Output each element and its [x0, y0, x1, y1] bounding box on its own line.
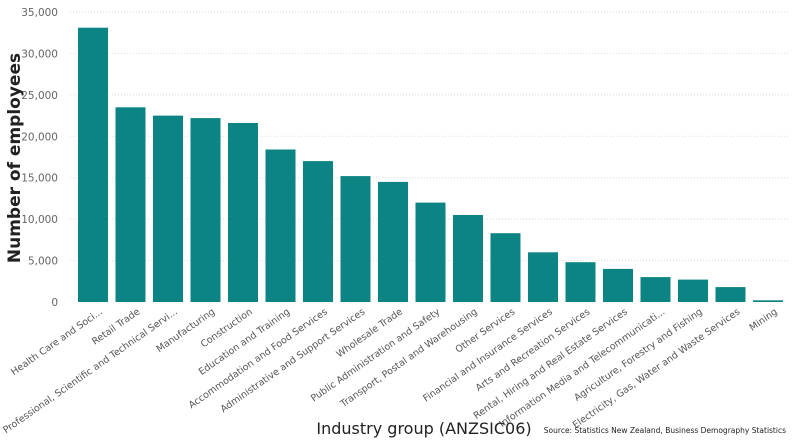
bar[interactable] — [715, 287, 746, 302]
bar[interactable] — [340, 176, 371, 302]
bar[interactable] — [303, 161, 333, 302]
y-tick-label: 35,000 — [21, 7, 58, 19]
bar[interactable] — [115, 107, 146, 302]
bar[interactable] — [228, 123, 258, 302]
bar[interactable] — [490, 233, 521, 302]
gridlines — [70, 11, 790, 262]
x-tick-label: Professional, Scientific and Technical S… — [1, 306, 179, 436]
y-tick-label: 25,000 — [21, 90, 58, 102]
bar[interactable] — [528, 252, 558, 302]
bar[interactable] — [378, 181, 408, 302]
y-axis-ticks: 0 5,000 10,000 15,000 20,000 25,000 30,000 35,0… — [21, 7, 58, 309]
bar[interactable] — [678, 279, 708, 302]
source-note: Source: Statistics New Zealand, Business… — [544, 426, 786, 435]
y-tick-label: 10,000 — [21, 214, 58, 226]
bar[interactable] — [603, 268, 633, 302]
bar[interactable] — [415, 202, 446, 302]
x-tick-label: Mining — [748, 306, 780, 333]
y-tick-label: 0 — [51, 297, 58, 309]
bar[interactable] — [265, 149, 296, 303]
bar[interactable] — [78, 27, 108, 302]
x-tick-label: Transport, Postal and Warehousing — [338, 306, 480, 410]
y-tick-label: 5,000 — [28, 256, 58, 268]
bars — [78, 27, 783, 303]
bar[interactable] — [753, 300, 783, 302]
bar[interactable] — [453, 215, 483, 302]
x-axis-ticks: Health Care and Soci...Retail TradeProfe… — [1, 306, 779, 436]
x-axis-title: Industry group (ANZSIC06) — [316, 419, 531, 438]
y-tick-label: 30,000 — [21, 48, 58, 60]
bar[interactable] — [190, 118, 221, 302]
bar[interactable] — [565, 262, 596, 302]
bar[interactable] — [640, 277, 671, 302]
y-tick-label: 20,000 — [21, 131, 58, 143]
bar[interactable] — [153, 115, 183, 302]
y-axis-title: Number of employees — [5, 53, 25, 263]
y-tick-label: 15,000 — [21, 173, 58, 185]
